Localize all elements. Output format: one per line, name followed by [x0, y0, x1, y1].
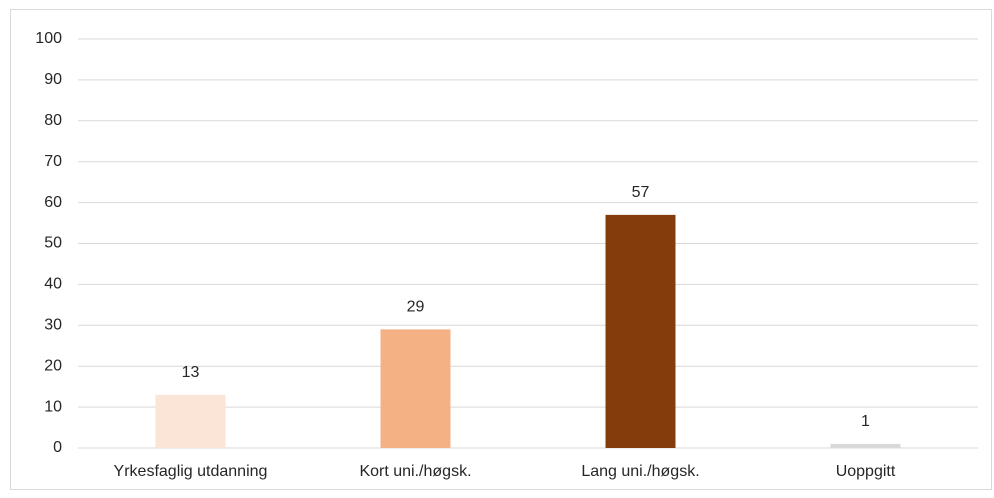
- x-tick-label: Lang uni./høgsk.: [581, 463, 699, 480]
- bar: [830, 443, 901, 448]
- y-tick-label: 30: [44, 317, 62, 334]
- bar: [155, 394, 226, 448]
- x-tick-label: Yrkesfaglig utdanning: [114, 463, 268, 480]
- y-tick-label: 80: [44, 112, 62, 129]
- y-tick-label: 0: [53, 439, 62, 456]
- y-tick-label: 50: [44, 235, 62, 252]
- value-label: 57: [632, 184, 650, 201]
- y-tick-label: 100: [35, 30, 62, 47]
- y-tick-label: 70: [44, 153, 62, 170]
- bar: [605, 214, 676, 448]
- bar: [380, 329, 451, 448]
- y-tick-label: 60: [44, 194, 62, 211]
- value-label: 1: [861, 413, 870, 430]
- value-label: 29: [407, 299, 425, 316]
- y-tick-label: 10: [44, 398, 62, 415]
- y-tick-label: 40: [44, 276, 62, 293]
- y-tick-label: 20: [44, 357, 62, 374]
- value-label: 13: [182, 364, 200, 381]
- y-tick-label: 90: [44, 71, 62, 88]
- x-tick-label: Kort uni./høgsk.: [359, 463, 471, 480]
- x-tick-label: Uoppgitt: [836, 463, 896, 480]
